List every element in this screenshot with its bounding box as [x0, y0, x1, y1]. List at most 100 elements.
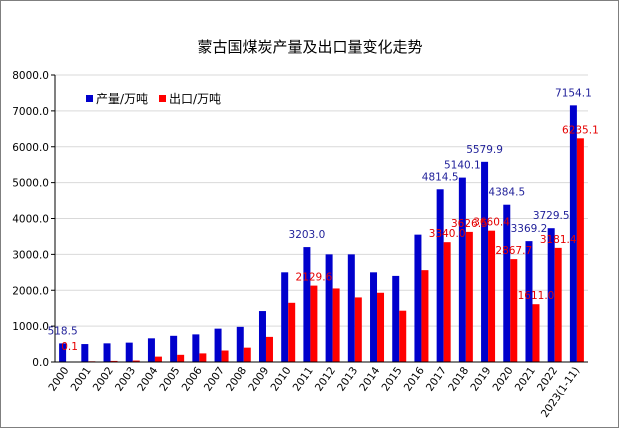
data-label-export: 0.1 — [61, 341, 78, 353]
bar-export — [510, 259, 518, 362]
y-tick-label: 6000.0 — [12, 142, 49, 154]
x-tick-label: 2005 — [157, 365, 182, 394]
x-tick-label: 2003 — [113, 365, 138, 394]
y-tick-label: 0.0 — [32, 357, 49, 369]
x-tick-label: 2013 — [335, 365, 360, 394]
legend-label-export: 出口/万吨 — [169, 92, 221, 106]
x-axis-ticks: 2000200120022003200420052006200720082009… — [46, 365, 582, 420]
y-tick-label: 5000.0 — [12, 178, 49, 190]
bar-production — [481, 161, 489, 362]
x-tick-label: 2010 — [268, 365, 293, 394]
bar-production — [436, 189, 444, 362]
y-tick-label: 4000.0 — [12, 214, 49, 226]
bar-production — [170, 335, 178, 362]
bar-production — [81, 344, 89, 362]
bar-export — [221, 350, 229, 362]
y-tick-label: 2000.0 — [12, 285, 49, 297]
bar-production — [414, 234, 422, 362]
x-tick-label: 2014 — [357, 365, 382, 394]
x-tick-label: 2007 — [202, 365, 227, 394]
data-label-production: 518.5 — [48, 325, 78, 337]
bar-export — [377, 292, 385, 362]
data-label-export: 3626.5 — [451, 218, 488, 230]
bar-production — [525, 241, 533, 362]
x-tick-label: 2000 — [46, 365, 71, 394]
data-label-production: 4814.5 — [422, 171, 459, 183]
x-tick-label: 2020 — [491, 365, 516, 394]
x-tick-label: 2021 — [513, 365, 538, 394]
data-label-production: 5140.1 — [444, 160, 481, 172]
gridlines — [55, 74, 588, 327]
data-labels: 518.5 0.1 3203.0 2129.6 4814.5 3340.0 5140.1 36… — [48, 87, 599, 353]
bar-export — [421, 270, 429, 362]
bar-export — [132, 360, 140, 362]
bar-production — [258, 311, 266, 362]
data-label-production: 3729.5 — [533, 210, 570, 222]
bar-export — [265, 336, 273, 362]
bar-production — [236, 326, 244, 362]
bar-production — [147, 338, 155, 362]
bar-export — [199, 353, 207, 362]
bar-export — [310, 285, 318, 362]
chart-title: 蒙古国煤炭产量及出口量变化走势 — [197, 38, 422, 56]
bar-production — [347, 254, 355, 362]
bar-production — [325, 254, 333, 362]
x-tick-label: 2015 — [380, 365, 405, 394]
bar-export — [243, 347, 251, 362]
bar-export — [399, 310, 407, 362]
x-tick-label: 2001 — [69, 365, 94, 394]
x-tick-label: 2012 — [313, 365, 338, 394]
bar-export — [554, 247, 562, 362]
bar-export — [465, 231, 473, 362]
bar-production — [192, 334, 200, 362]
data-label-export: 3660.4 — [473, 217, 510, 229]
bar-production — [59, 343, 67, 362]
data-label-export: 2867.7 — [495, 245, 532, 257]
x-tick-label: 2009 — [246, 365, 271, 394]
legend-swatch-production — [86, 95, 93, 102]
legend-swatch-export — [159, 95, 166, 102]
bar-production — [281, 272, 289, 362]
data-label-export: 1611.0 — [518, 290, 555, 302]
bar-export — [532, 304, 540, 362]
data-label-production: 5579.9 — [466, 144, 503, 156]
x-tick-label: 2016 — [402, 365, 427, 394]
bar-export — [443, 242, 451, 362]
data-label-export: 3340.0 — [429, 228, 466, 240]
data-label-export: 6235.1 — [562, 124, 599, 136]
x-tick-label: 2004 — [135, 365, 160, 394]
x-tick-label: 2006 — [180, 365, 205, 394]
bar-production — [303, 247, 311, 362]
bar-production — [370, 272, 378, 362]
data-label-production: 3369.2 — [511, 223, 548, 235]
bar-export — [288, 302, 296, 362]
bar-export — [110, 360, 118, 362]
bar-production — [125, 342, 133, 362]
bar-export — [177, 354, 185, 362]
data-label-export: 2129.6 — [296, 272, 333, 284]
data-label-production: 3203.0 — [289, 229, 326, 241]
legend-label-production: 产量/万吨 — [96, 92, 148, 106]
axes — [54, 75, 588, 363]
y-axis-ticks: 0.0 1000.0 2000.0 3000.0 4000.0 5000.0 6000.0 7… — [12, 70, 55, 369]
bar-production — [569, 105, 577, 362]
x-tick-label: 2018 — [446, 365, 471, 394]
data-label-production: 7154.1 — [555, 87, 592, 99]
bars — [59, 105, 584, 362]
x-tick-label: 2008 — [224, 365, 249, 394]
y-tick-label: 8000.0 — [12, 70, 49, 82]
bar-production — [392, 275, 400, 362]
y-tick-label: 7000.0 — [12, 106, 49, 118]
bar-export — [354, 297, 362, 362]
data-label-export: 3181.4 — [540, 234, 577, 246]
bar-production — [103, 343, 111, 362]
bar-production — [458, 177, 466, 362]
bar-export — [488, 230, 496, 362]
legend: 产量/万吨 出口/万吨 — [86, 92, 221, 106]
bar-export — [332, 288, 340, 362]
x-tick-label: 2017 — [424, 365, 449, 394]
bar-export — [576, 138, 584, 362]
bar-export — [154, 356, 162, 362]
x-tick-label: 2019 — [468, 365, 493, 394]
